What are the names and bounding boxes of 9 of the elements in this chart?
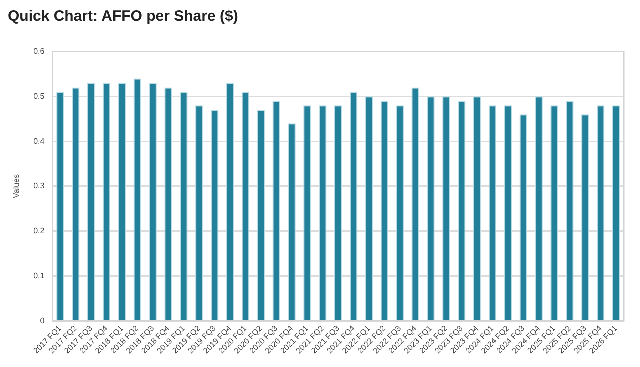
y-axis-title: Values: [12, 174, 22, 198]
y-tick-label: 0: [40, 316, 46, 326]
chart-title: Quick Chart: AFFO per Share ($): [8, 8, 240, 25]
y-tick-label: 0.6: [34, 47, 46, 56]
y-tick-label: 0.4: [34, 136, 46, 146]
y-tick-label: 0.2: [34, 226, 46, 236]
y-tick-label: 0.3: [34, 182, 46, 191]
y-tick-label: 0.5: [34, 92, 46, 101]
y-tick-label: 0.1: [34, 271, 46, 280]
